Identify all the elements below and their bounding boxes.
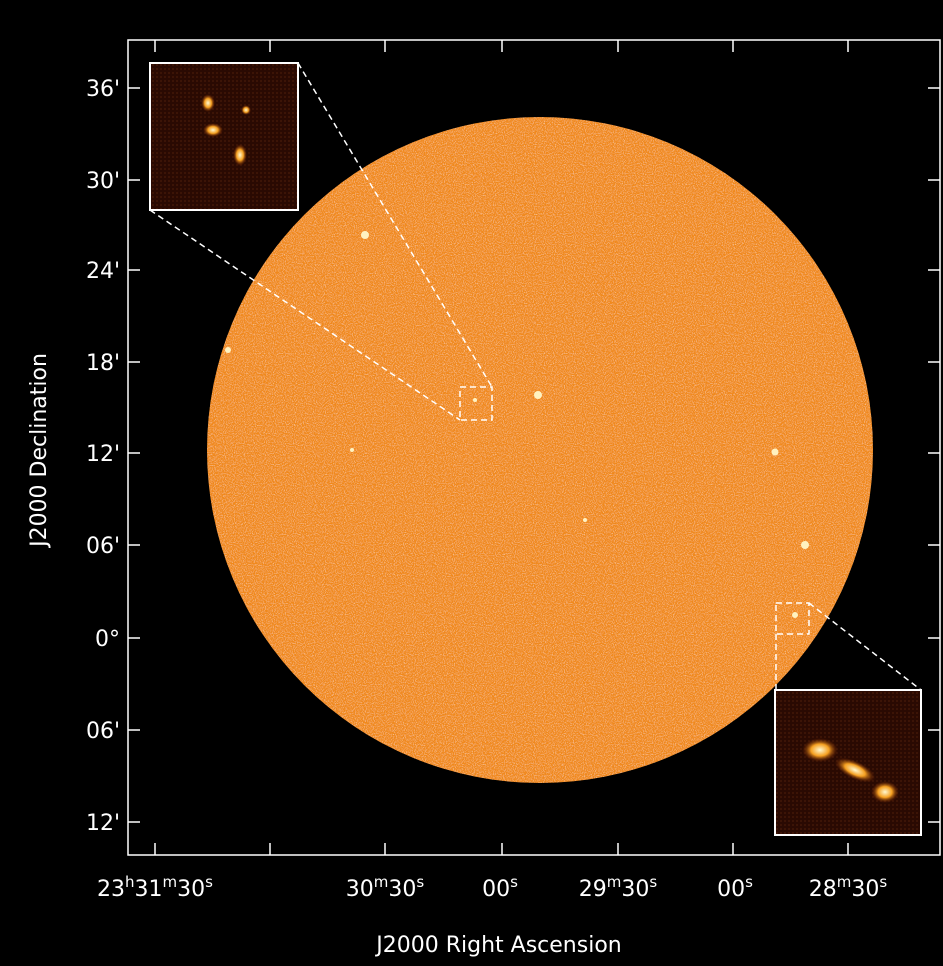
inset-bottom-right [775, 690, 921, 835]
y-tick-label: 18' [86, 351, 120, 376]
unit: s [879, 873, 887, 891]
y-tick-label: 0° [95, 627, 120, 652]
number: 00 [482, 877, 510, 902]
y-axis-label: J2000 Declination [27, 353, 52, 549]
unit: m [607, 873, 622, 891]
number: 30 [346, 877, 374, 902]
y-tick-label: 36' [86, 77, 120, 102]
number: 30 [621, 877, 649, 902]
number: 30 [851, 877, 879, 902]
unit: s [416, 873, 424, 891]
x-tick-label: 23h31m30s [97, 873, 213, 902]
unit: s [745, 873, 753, 891]
x-axis-label: J2000 Right Ascension [374, 933, 621, 958]
y-tick-label: 30' [86, 169, 120, 194]
number: 29 [579, 877, 607, 902]
y-tick-label: 06' [86, 534, 120, 559]
unit: m [374, 873, 389, 891]
unit: s [205, 873, 213, 891]
number: 31 [135, 877, 163, 902]
number: 23 [97, 877, 125, 902]
inset-top-left [150, 63, 298, 210]
unit: m [837, 873, 852, 891]
unit: m [163, 873, 178, 891]
screenshot: J2000 Right Ascension J2000 Declination … [0, 0, 943, 966]
unit: s [649, 873, 657, 891]
number: 30 [177, 877, 205, 902]
number: 28 [809, 877, 837, 902]
y-tick-label: 06' [86, 719, 120, 744]
y-tick-label: 24' [86, 259, 120, 284]
number: 00 [717, 877, 745, 902]
y-tick-label: 12' [86, 811, 120, 836]
unit: s [510, 873, 518, 891]
number: 30 [388, 877, 416, 902]
y-tick-label: 12' [86, 442, 120, 467]
unit: h [125, 873, 135, 891]
